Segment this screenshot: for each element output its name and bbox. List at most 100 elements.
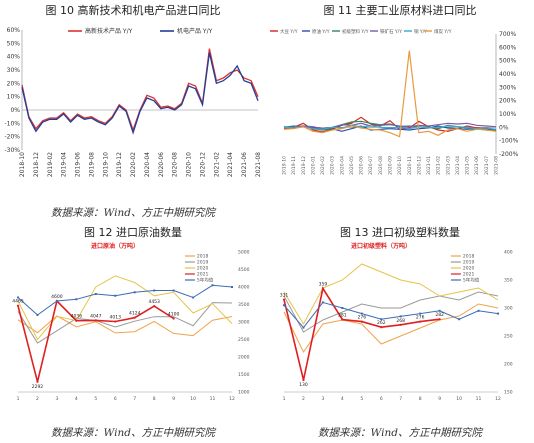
fig11-x-tick-label: 2021-01: [426, 156, 432, 175]
fig13-data-label: 262: [377, 320, 386, 326]
fig13-inner-title: 进口初级塑料（万吨）: [351, 242, 411, 250]
fig11-legend-label: 铜 Y/Y: [414, 28, 427, 35]
fig13-x-tick-label: 11: [476, 396, 482, 402]
fig13-legend-label: 5年均值: [463, 277, 480, 284]
fig13-series-point: [380, 318, 383, 321]
fig13-y-right-tick-label: 150: [504, 390, 513, 396]
fig12-y-right-tick-label: 3500: [238, 302, 250, 308]
panel-fig12: 图 12 进口原油数量 数据来源：Wind、方正中期研究院 进口原油（万吨）1 2…: [12, 225, 249, 439]
fig13-title: 图 13 进口初级塑料数量: [340, 225, 460, 239]
fig10-x-tick-label: 2021-06: [241, 152, 248, 177]
fig12-x-tick-label: 4: [75, 396, 78, 402]
fig11-x-tick-label: 2021-05: [465, 156, 471, 175]
fig11-x-tick-label: 2020-04: [339, 156, 345, 175]
fig11-x-tick-label: 2020-05: [349, 156, 355, 175]
fig12-series-line: [17, 299, 175, 382]
fig13-data-label: 276: [416, 315, 425, 321]
fig12-series-line: [17, 315, 233, 337]
fig13-data-label: 331: [280, 293, 289, 299]
fig10-x-tick-label: 2019-06: [75, 152, 82, 177]
fig10-y-tick-label: 50%: [7, 40, 21, 47]
fig11-y-tick-label: 600%: [499, 44, 516, 51]
fig10-x-tick-label: 2018-12: [33, 152, 40, 177]
fig12-series-point: [94, 293, 97, 295]
fig12-legend-label: 5年均值: [197, 277, 214, 284]
fig10-y-tick-label: 40%: [7, 54, 21, 61]
fig10-y-tick-label: -20%: [4, 134, 20, 141]
fig13-data-label: 130: [299, 382, 308, 388]
fig10-x-tick-label: 2021-08: [255, 152, 262, 177]
fig10-x-tick-label: 2019-10: [102, 152, 109, 177]
fig13-series-line: [283, 291, 499, 333]
fig13-x-tick-label: 6: [380, 396, 383, 402]
fig13-series-point: [399, 315, 402, 318]
fig10-x-tick-label: 2021-04: [227, 152, 234, 177]
fig11-legend-label: 铁矿石 Y/Y: [380, 28, 402, 35]
fig13-x-tick-label: 9: [438, 396, 441, 402]
fig12-series-line: [17, 275, 233, 341]
fig11-x-tick-label: 2021-06: [474, 156, 480, 175]
fig10-title: 图 10 高新技术和机电产品进口同比: [46, 3, 221, 17]
fig11-x-tick-label: 2020-11: [407, 156, 413, 175]
fig12-series-point: [231, 286, 233, 288]
fig11-x-tick-label: 2019-11: [291, 156, 297, 175]
fig12-legend-label: 2019: [197, 260, 209, 266]
fig12-inner-title: 进口原油（万吨）: [91, 242, 139, 250]
fig13-series-point: [497, 312, 499, 315]
fig13-series-line: [283, 263, 499, 326]
fig12-y-right-tick-label: 1000: [238, 390, 250, 396]
fig12-data-label: 4124: [129, 311, 141, 317]
fig12-y-right-tick-label: 4500: [238, 267, 250, 273]
fig12-x-tick-label: 10: [190, 396, 196, 402]
fig10-y-tick-label: -30%: [4, 147, 20, 154]
fig12-series-point: [172, 317, 175, 320]
fig10-y-tick-label: -10%: [4, 120, 20, 127]
fig13-series-point: [321, 287, 325, 290]
fig13-series-point: [360, 312, 363, 315]
fig12-data-label: 4453: [148, 299, 160, 305]
fig12-y-right-tick-label: 2000: [238, 355, 250, 361]
fig10-series-line: [21, 48, 259, 132]
fig12-x-tick-label: 9: [172, 396, 175, 402]
fig13-data-label: 281: [338, 313, 347, 319]
fig12-series-point: [36, 380, 39, 383]
fig10-x-tick-label: 2020-08: [172, 152, 179, 177]
fig12-series-point: [114, 320, 117, 323]
fig11-x-tick-label: 2019-12: [301, 156, 307, 175]
fig13-x-tick-label: 4: [341, 396, 344, 402]
fig13-legend-label: 2018: [463, 254, 475, 260]
fig12-series-point: [75, 298, 78, 301]
fig12-data-label: 2292: [32, 384, 44, 390]
fig12-x-tick-label: 12: [229, 396, 235, 402]
fig12-series-point: [94, 319, 97, 322]
fig13-series-point: [341, 307, 344, 309]
fig12-x-tick-label: 11: [210, 396, 216, 402]
fig13-data-label: 268: [396, 318, 405, 324]
fig11-x-tick-label: 2019-10: [282, 156, 288, 175]
fig12-x-tick-label: 6: [114, 396, 117, 402]
fig12-data-label: 4465: [12, 299, 24, 305]
fig12-x-tick-label: 3: [55, 396, 58, 402]
fig10-x-tick-label: 2020-12: [199, 152, 206, 177]
panel-fig10: 图 10 高新技术和机电产品进口同比 数据来源：Wind、方正中期研究院 -30…: [4, 3, 262, 219]
fig11-y-tick-label: 0%: [499, 124, 509, 131]
fig11-x-tick-label: 2021-04: [455, 156, 461, 175]
fig13-data-label: 359: [319, 281, 328, 287]
fig11-x-tick-label: 2021-07: [484, 156, 490, 175]
fig11-y-tick-label: 200%: [499, 98, 516, 105]
fig13-series-point: [341, 318, 344, 321]
fig13-series-line: [283, 303, 499, 353]
fig13-y-right-tick-label: 350: [504, 278, 513, 284]
fig11-series-line: [283, 50, 497, 138]
fig12-data-label: 4036: [71, 314, 83, 320]
fig12-x-tick-label: 2: [36, 396, 39, 402]
panel-fig11: 图 11 主要工业原材料进口同比 -200% -100% 0% 100% 200% 300…: [270, 3, 519, 175]
fig11-series-line: [283, 116, 497, 133]
fig11-x-tick-label: 2020-10: [397, 156, 403, 175]
fig12-series-point: [172, 289, 175, 292]
fig12-data-label: 4100: [168, 312, 180, 318]
fig12-legend-label: 2020: [197, 266, 209, 272]
fig13-series-point: [438, 309, 441, 312]
fig11-x-tick-label: 2020-06: [359, 156, 365, 175]
fig11-legend-label: 初级塑料 Y/Y: [342, 28, 369, 35]
